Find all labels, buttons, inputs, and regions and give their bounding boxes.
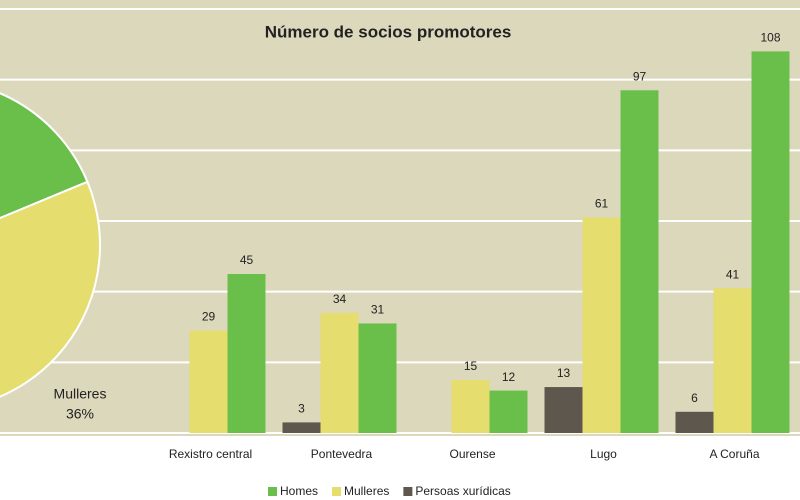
- data-label: 61: [595, 197, 609, 211]
- bar: [358, 323, 397, 433]
- data-label: 29: [202, 310, 216, 324]
- chart-title: Número de socios promotores: [265, 22, 512, 41]
- legend-label: Mulleres: [344, 484, 389, 498]
- bar: [282, 422, 321, 433]
- legend-swatch: [403, 487, 413, 496]
- x-tick-label: Ourense: [449, 447, 495, 461]
- legend-label: Persoas xurídicas: [415, 484, 510, 498]
- data-label: 15: [464, 359, 478, 373]
- bar: [582, 217, 621, 433]
- legend-swatch: [332, 487, 342, 496]
- data-label: 31: [371, 303, 385, 317]
- pie-slice: [0, 92, 89, 220]
- pie-slice: [0, 180, 101, 398]
- x-tick-label: A Coruña: [709, 447, 759, 461]
- data-label: 12: [502, 370, 516, 384]
- data-label: 41: [726, 267, 740, 281]
- bar: [189, 330, 228, 433]
- data-label: 97: [633, 69, 647, 83]
- data-label: 45: [240, 253, 254, 267]
- x-tick-label: Pontevedra: [311, 447, 373, 461]
- bar: [675, 411, 714, 433]
- plot-background: [0, 0, 800, 436]
- x-tick-label: Rexistro central: [169, 447, 252, 461]
- data-label: 108: [760, 31, 780, 45]
- bar: [751, 51, 790, 434]
- bar: [489, 390, 528, 433]
- data-label: 6: [691, 391, 698, 405]
- bar: [713, 288, 752, 433]
- x-tick-label: Lugo: [590, 447, 617, 461]
- bar: [320, 312, 359, 433]
- legend-swatch: [268, 487, 277, 496]
- data-label: 13: [557, 366, 571, 380]
- bar: [544, 387, 583, 433]
- data-label: 3: [298, 402, 305, 416]
- pie-value-label: 36%: [66, 406, 94, 422]
- bar: [227, 274, 266, 433]
- bar: [451, 380, 490, 433]
- data-label: 34: [333, 292, 347, 306]
- pie-label: Mulleres: [54, 386, 107, 402]
- legend-label: Homes: [280, 484, 318, 498]
- bar: [620, 90, 659, 434]
